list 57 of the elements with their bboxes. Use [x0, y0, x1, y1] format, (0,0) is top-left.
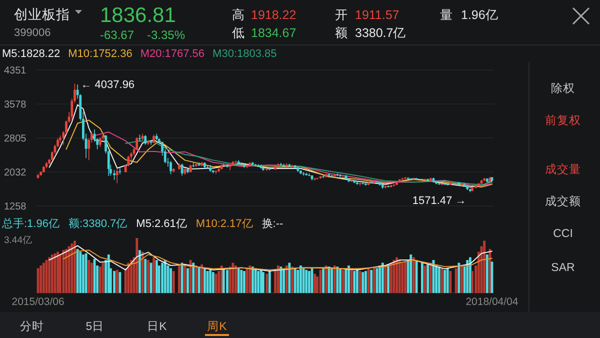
- candlestick: [150, 140, 152, 146]
- candlestick: [268, 167, 271, 171]
- text: 换:--: [262, 218, 284, 230]
- annotation: 1571.47 →: [412, 195, 466, 208]
- candlestick: [180, 163, 184, 176]
- text: 总手:1.96亿: [1, 217, 60, 230]
- candlestick: [116, 168, 118, 184]
- y-tick-label: 2032: [4, 167, 27, 178]
- text: 1834.67: [251, 26, 296, 40]
- text: M5:2.61亿: [136, 218, 187, 230]
- text: 5日: [86, 320, 104, 333]
- candlestick: [170, 160, 172, 175]
- text: 分时: [20, 320, 44, 333]
- text: 高: [232, 7, 245, 22]
- candlestick: [118, 168, 122, 175]
- annotation: ← 4037.96: [80, 78, 135, 91]
- x-tick-label: 2018/04/04: [466, 296, 518, 308]
- x-tick-label: 2015/03/06: [12, 296, 64, 308]
- text: -3.35%: [147, 28, 186, 42]
- text: M10:1752.36: [68, 48, 132, 60]
- candlestick: [254, 163, 257, 167]
- text: 1.96亿: [461, 8, 498, 22]
- text: 3.44亿: [4, 235, 32, 246]
- text: 399006: [14, 27, 51, 39]
- text: SAR: [551, 262, 575, 274]
- text: M20:1767.56: [140, 48, 205, 60]
- candlestick: [222, 163, 225, 168]
- text: 除权: [551, 82, 575, 95]
- y-tick-label: 2805: [4, 133, 27, 144]
- text: 周K: [207, 320, 228, 333]
- text: 1911.57: [355, 8, 400, 22]
- text: 开: [335, 8, 348, 22]
- text: M10:2.17亿: [196, 218, 253, 230]
- text: 日K: [147, 320, 168, 333]
- text: 3380.7亿: [355, 26, 406, 40]
- text: 量: [440, 8, 453, 22]
- text: CCI: [553, 228, 573, 240]
- text: 创业板指: [14, 7, 70, 22]
- text: 1918.22: [251, 8, 296, 22]
- candlestick: [206, 165, 209, 170]
- text: 前复权: [545, 114, 581, 127]
- text: 额:3380.7亿: [68, 217, 128, 230]
- y-tick-label: 1258: [4, 202, 27, 212]
- candlestick: [144, 134, 147, 146]
- text: 1836.81: [100, 4, 176, 27]
- text: 成交额: [545, 194, 581, 208]
- text: 额: [335, 26, 348, 40]
- text: 成交量: [545, 162, 581, 176]
- text: 低: [232, 26, 245, 40]
- text: M5:1828.22: [2, 48, 60, 60]
- text: -63.67: [100, 28, 134, 42]
- text: M30:1803.85: [212, 48, 277, 60]
- candlestick: [214, 170, 218, 174]
- y-tick-label: 4351: [4, 66, 27, 76]
- y-tick-label: 3578: [4, 99, 27, 110]
- candlestick: [98, 136, 102, 148]
- candlestick: [228, 164, 232, 171]
